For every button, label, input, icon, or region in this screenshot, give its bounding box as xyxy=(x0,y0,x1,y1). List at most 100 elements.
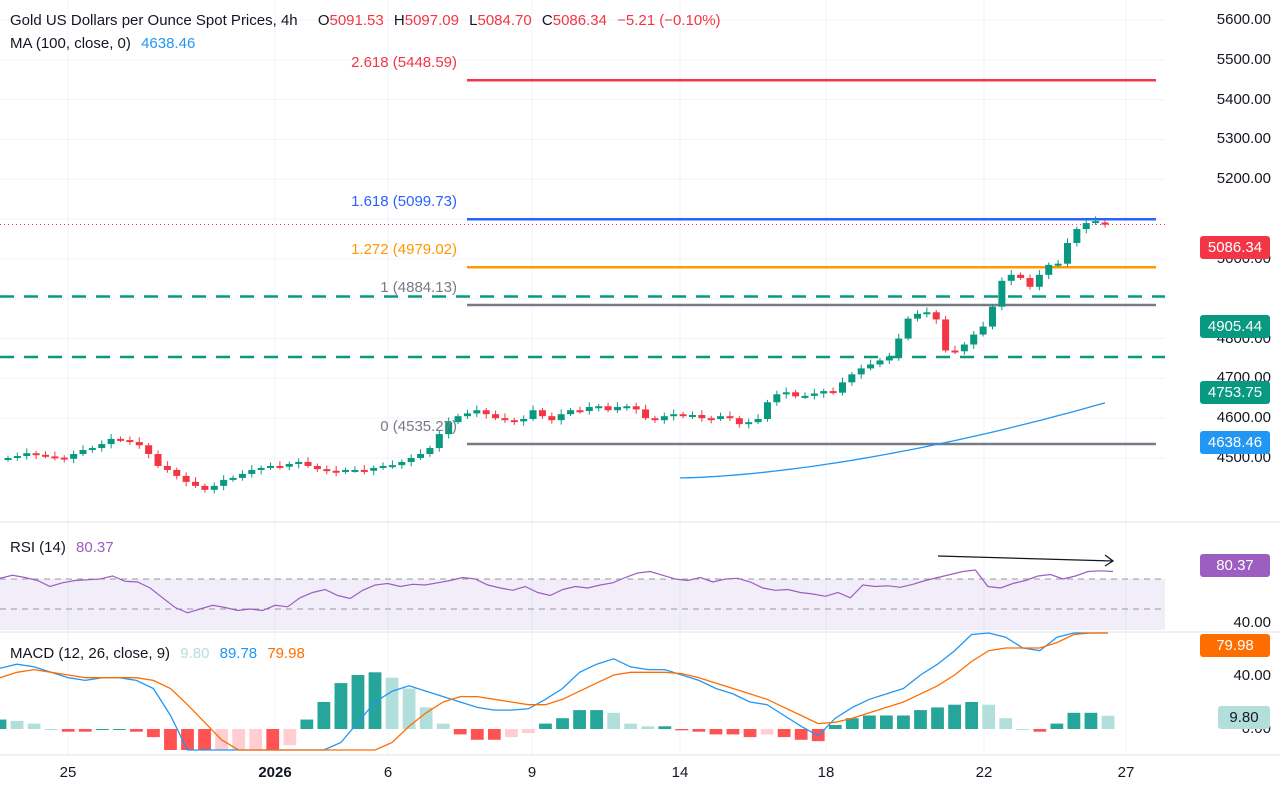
rsi-line xyxy=(0,569,1114,614)
macd-histogram-bar xyxy=(1050,723,1064,729)
time-axis-tick: 9 xyxy=(527,764,537,781)
ma-price-badge: 4638.46 xyxy=(1200,431,1270,454)
candle-body xyxy=(801,395,809,398)
candle-body xyxy=(951,350,959,353)
time-axis-tick: 22 xyxy=(975,764,993,781)
macd-histogram-bar xyxy=(862,715,876,729)
candle-body xyxy=(782,392,790,395)
main-legend: Gold US Dollars per Ounce Spot Prices, 4… xyxy=(10,12,727,29)
ohlc-open-prefix: O xyxy=(317,12,330,29)
ohlc-high: 5097.09 xyxy=(404,12,459,29)
candle-body xyxy=(895,338,903,357)
candle-body xyxy=(1092,221,1100,224)
candle-body xyxy=(867,364,875,369)
macd-histogram-bar xyxy=(828,724,842,729)
rsi-legend: RSI (14) 80.37 xyxy=(10,539,120,556)
macd-histogram-bar xyxy=(10,720,24,729)
rsi-value-badge: 80.37 xyxy=(1200,554,1270,577)
candle-body xyxy=(913,313,921,319)
price-axis-tick: 5500.00 xyxy=(1216,50,1271,68)
signal-line xyxy=(0,632,1108,751)
macd-histogram-bar xyxy=(692,729,706,732)
macd-histogram-bar xyxy=(470,729,484,740)
time-axis-tick: 18 xyxy=(817,764,835,781)
macd-histogram-bar xyxy=(44,729,58,730)
macd-histogram-bar xyxy=(112,729,126,730)
candle-body xyxy=(538,410,546,417)
macd-histogram-bar xyxy=(27,723,41,729)
candle-body xyxy=(520,418,528,422)
candle-body xyxy=(332,470,340,473)
macd-histogram-bar xyxy=(675,729,689,731)
candle-body xyxy=(810,393,818,396)
macd-histogram-bar xyxy=(743,729,757,738)
macd-histogram-bar xyxy=(607,712,621,729)
macd-axis-tick-40: 40.00 xyxy=(1233,667,1271,684)
candle-body xyxy=(117,438,125,441)
macd-histogram-bar xyxy=(556,718,569,729)
candle-body xyxy=(445,422,453,435)
price-axis-tick: 5600.00 xyxy=(1216,11,1271,28)
candle-body xyxy=(60,457,68,460)
candle-body xyxy=(717,416,725,419)
hline-badge-lower: 4753.75 xyxy=(1200,381,1270,404)
symbol-title[interactable]: Gold US Dollars per Ounce Spot Prices, 4… xyxy=(10,12,298,29)
ohlc-low-prefix: L xyxy=(469,12,478,29)
signal-value: 79.98 xyxy=(267,645,305,662)
ma-label[interactable]: MA (100, close, 0) xyxy=(10,35,131,52)
candle-body xyxy=(838,382,846,393)
candle-body xyxy=(70,454,78,459)
macd-histogram-bar xyxy=(880,715,893,729)
macd-histogram-bar xyxy=(624,723,638,729)
candle-body xyxy=(529,410,537,419)
candle-body xyxy=(576,410,584,413)
candle-body xyxy=(379,465,387,468)
macd-histogram-bar xyxy=(931,707,944,729)
price-axis-tick: 5200.00 xyxy=(1216,170,1271,188)
candle-body xyxy=(604,406,612,411)
macd-histogram-bar xyxy=(897,715,910,729)
macd-label[interactable]: MACD (12, 26, close, 9) xyxy=(10,645,171,662)
macd-histogram-bar xyxy=(95,729,109,730)
macd-histogram-bar xyxy=(1101,715,1115,729)
candle-body xyxy=(960,344,968,352)
candle-body xyxy=(876,360,884,365)
fib-level-label: 1.618 (5099.73) xyxy=(351,193,457,211)
candle-body xyxy=(276,465,284,468)
candle-body xyxy=(1007,274,1015,281)
candle-body xyxy=(660,416,668,421)
candle-body xyxy=(13,456,21,459)
ohlc-close: 5086.34 xyxy=(552,12,607,29)
candle-body xyxy=(567,410,575,415)
candle-body xyxy=(548,416,556,421)
candle-body xyxy=(557,414,565,421)
horizontal-support-lines[interactable] xyxy=(0,295,1165,359)
candle-body xyxy=(820,391,828,394)
macd-histogram-bar xyxy=(777,729,791,738)
macd-histogram-bar xyxy=(164,729,177,750)
macd-histogram-bar xyxy=(1084,712,1098,729)
macd-legend: MACD (12, 26, close, 9) 9.80 89.78 79.98 xyxy=(10,645,311,662)
ohlc-change: −5.21 (−0.10%) xyxy=(617,12,721,29)
candle-body xyxy=(257,467,265,470)
rsi-label[interactable]: RSI (14) xyxy=(10,539,66,556)
candle-body xyxy=(1026,278,1034,287)
candle-body xyxy=(79,450,87,455)
candle-body xyxy=(885,356,893,361)
price-axis-tick: 5400.00 xyxy=(1216,90,1271,108)
macd-histogram-bar xyxy=(402,688,416,729)
rsi-divergence-arrow[interactable] xyxy=(937,554,1115,567)
macd-histogram-bar xyxy=(334,683,348,729)
candle-body xyxy=(388,465,396,468)
ohlc-low: 5084.70 xyxy=(477,12,532,29)
macd-histogram-bar xyxy=(1016,729,1030,730)
fibonacci-extension[interactable] xyxy=(467,79,1156,446)
candle-body xyxy=(88,448,96,451)
candle-body xyxy=(707,418,715,421)
macd-histogram-bar xyxy=(641,726,655,729)
candle-body xyxy=(201,485,209,490)
macd-histogram-bar xyxy=(709,729,723,735)
candle-body xyxy=(163,465,171,470)
candle-body xyxy=(4,458,12,460)
